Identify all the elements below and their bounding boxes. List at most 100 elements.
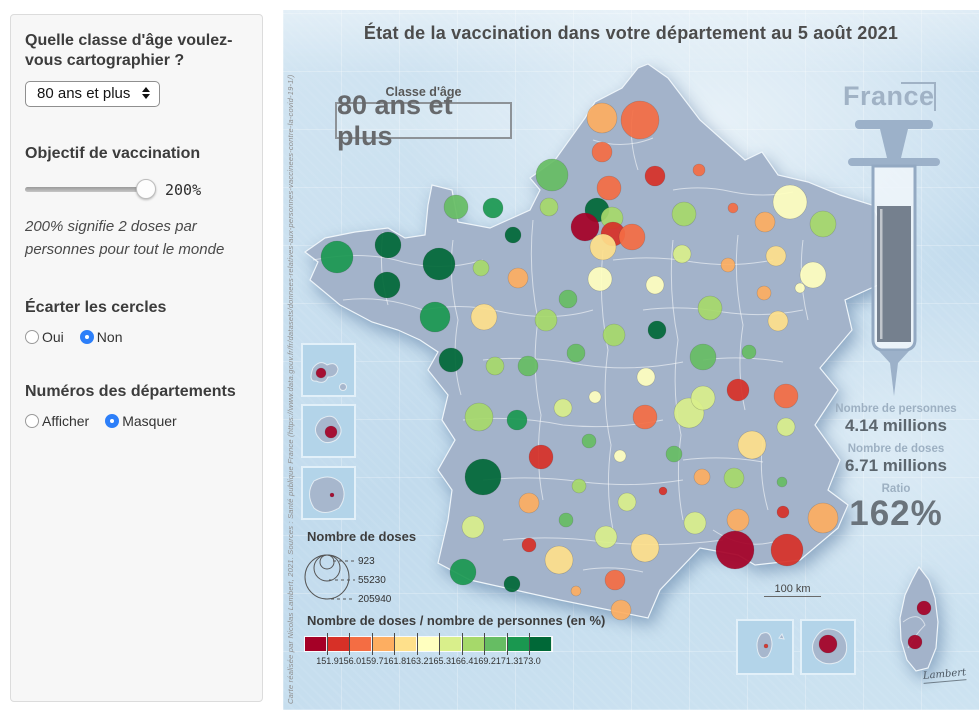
dept-circle[interactable]	[521, 537, 537, 553]
dept-circle[interactable]	[692, 163, 706, 177]
dept-circle[interactable]	[613, 449, 627, 463]
dept-circle[interactable]	[588, 390, 602, 404]
dept-circle[interactable]	[683, 511, 707, 535]
dept-circle[interactable]	[741, 344, 757, 360]
dept-circle[interactable]	[726, 378, 750, 402]
dept-circle[interactable]	[773, 383, 799, 409]
dept-circle[interactable]	[689, 343, 717, 371]
dept-circle[interactable]	[320, 240, 354, 274]
dept-circle[interactable]	[723, 467, 745, 489]
dept-circle[interactable]	[589, 233, 617, 261]
dept-circle[interactable]	[329, 492, 335, 498]
dept-circle[interactable]	[776, 476, 788, 488]
dept-circle[interactable]	[566, 343, 586, 363]
dept-circle[interactable]	[632, 404, 658, 430]
dept-circle[interactable]	[763, 643, 769, 649]
dept-circle[interactable]	[756, 285, 772, 301]
dept-circle[interactable]	[770, 533, 804, 567]
dept-circle[interactable]	[587, 266, 613, 292]
dept-circle[interactable]	[776, 417, 796, 437]
dept-circle[interactable]	[571, 478, 587, 494]
dept-circle[interactable]	[672, 244, 692, 264]
radio-masquer[interactable]: Masquer	[105, 413, 177, 429]
dept-circle[interactable]	[671, 201, 697, 227]
dept-circle[interactable]	[794, 282, 806, 294]
dept-circle[interactable]	[907, 634, 923, 650]
dept-circle[interactable]	[504, 226, 522, 244]
dept-circle[interactable]	[617, 492, 637, 512]
dept-circle[interactable]	[693, 468, 711, 486]
dept-circle[interactable]	[558, 289, 578, 309]
dept-circle[interactable]	[620, 100, 660, 140]
dept-circle[interactable]	[553, 398, 573, 418]
dept-circle[interactable]	[472, 259, 490, 277]
radio-oui[interactable]: Oui	[25, 329, 64, 345]
slider-thumb[interactable]	[136, 179, 156, 200]
dept-circle[interactable]	[665, 445, 683, 463]
dept-circle[interactable]	[916, 600, 932, 616]
dept-circle[interactable]	[772, 184, 808, 220]
dept-circle[interactable]	[482, 197, 504, 219]
radio-non[interactable]: Non	[79, 329, 122, 345]
dept-circle[interactable]	[697, 295, 723, 321]
dept-circle[interactable]	[581, 433, 597, 449]
dept-circle[interactable]	[818, 634, 838, 654]
dept-circle[interactable]	[610, 599, 632, 621]
dept-circle[interactable]	[373, 271, 401, 299]
dept-circle[interactable]	[558, 512, 574, 528]
slider-track[interactable]	[25, 179, 156, 200]
dept-circle[interactable]	[767, 310, 789, 332]
dept-circle[interactable]	[570, 585, 582, 597]
dept-circle[interactable]	[535, 158, 569, 192]
dept-circle[interactable]	[602, 323, 626, 347]
dept-circle[interactable]	[419, 301, 451, 333]
dept-circle[interactable]	[618, 223, 646, 251]
dept-circle[interactable]	[464, 458, 502, 496]
dept-circle[interactable]	[727, 202, 739, 214]
dept-circle[interactable]	[636, 367, 656, 387]
dept-circle[interactable]	[422, 247, 456, 281]
dept-circle[interactable]	[715, 530, 755, 570]
dept-circle[interactable]	[809, 210, 837, 238]
dept-circle[interactable]	[799, 261, 827, 289]
dept-circle[interactable]	[658, 486, 668, 496]
dept-circle[interactable]	[443, 194, 469, 220]
dept-circle[interactable]	[690, 385, 716, 411]
dept-circle[interactable]	[544, 545, 574, 575]
dept-circle[interactable]	[591, 141, 613, 163]
dept-circle[interactable]	[807, 502, 839, 534]
dept-circle[interactable]	[645, 275, 665, 295]
dept-circle[interactable]	[528, 444, 554, 470]
dept-circle[interactable]	[720, 257, 736, 273]
dept-circle[interactable]	[765, 245, 787, 267]
dept-circle[interactable]	[438, 347, 464, 373]
dept-circle[interactable]	[630, 533, 660, 563]
dept-circle[interactable]	[461, 515, 485, 539]
dept-circle[interactable]	[726, 508, 750, 532]
dept-circle[interactable]	[464, 402, 494, 432]
dept-circle[interactable]	[754, 211, 776, 233]
dept-circle[interactable]	[594, 525, 618, 549]
radio-afficher[interactable]: Afficher	[25, 413, 89, 429]
dept-circle[interactable]	[570, 212, 600, 242]
dept-circle[interactable]	[518, 492, 540, 514]
dept-circle[interactable]	[507, 267, 529, 289]
dept-circle[interactable]	[596, 175, 622, 201]
dept-circle[interactable]	[485, 356, 505, 376]
dept-circle[interactable]	[315, 367, 327, 379]
dept-circle[interactable]	[449, 558, 477, 586]
age-class-select[interactable]: 80 ans et plus	[25, 80, 161, 107]
dept-circle[interactable]	[506, 409, 528, 431]
dept-circle[interactable]	[737, 430, 767, 460]
dept-circle[interactable]	[517, 355, 539, 377]
dept-circle[interactable]	[586, 102, 618, 134]
dept-circle[interactable]	[470, 303, 498, 331]
dept-circle[interactable]	[604, 569, 626, 591]
dept-circle[interactable]	[644, 165, 666, 187]
dept-circle[interactable]	[503, 575, 521, 593]
dept-circle[interactable]	[539, 197, 559, 217]
dept-circle[interactable]	[374, 231, 402, 259]
dept-circle[interactable]	[324, 425, 338, 439]
dept-circle[interactable]	[776, 505, 790, 519]
dept-circle[interactable]	[534, 308, 558, 332]
